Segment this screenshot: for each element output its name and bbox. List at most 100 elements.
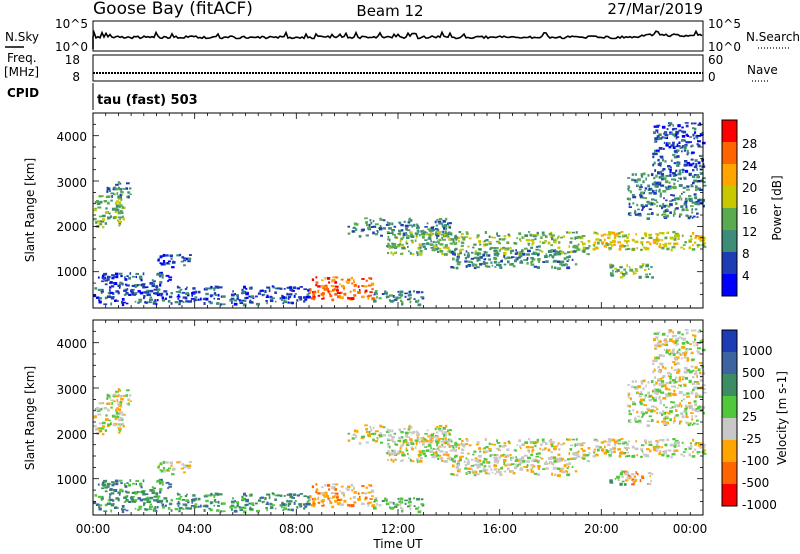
velocity-cell-10 (656, 441, 660, 443)
velocity-cell-8 (582, 453, 586, 457)
power-cell-10 (600, 241, 605, 244)
freq-frame (92, 54, 704, 82)
power-cell-10 (605, 243, 609, 247)
velocity-cell-13 (663, 384, 667, 388)
velocity-cell-4 (286, 499, 289, 503)
power-cell-9 (551, 265, 553, 269)
power-cell-6 (394, 298, 398, 301)
power-cell-11 (642, 264, 644, 267)
velocity-cell-10 (655, 449, 659, 452)
power-cell-9 (476, 253, 479, 256)
power-cell-10 (648, 236, 653, 239)
velocity-cell-8 (422, 452, 426, 456)
velocity-cell-4 (299, 493, 303, 495)
power-cell-12 (676, 197, 679, 201)
power-cell-12 (643, 197, 647, 200)
power-cell-4 (216, 302, 220, 305)
power-cell-6 (409, 300, 412, 304)
power-cell-10 (673, 238, 677, 241)
velocity-ytick-2000: 2000 (56, 428, 87, 442)
velocity-cell-7 (403, 427, 406, 430)
velocity-cell-14 (696, 343, 699, 347)
power-cell-8 (484, 231, 487, 234)
power-cell-9 (481, 262, 485, 265)
velocity-cell-13 (650, 395, 654, 398)
power-cell-13 (683, 146, 687, 150)
power-cell-12 (640, 175, 644, 178)
velocity-cell-3 (135, 482, 137, 486)
velocity-cell-4 (298, 503, 303, 506)
velocity-cell-10 (613, 450, 616, 453)
power-cell-3 (123, 289, 127, 292)
power-cell-4 (219, 286, 223, 289)
velocity-cell-3 (106, 485, 110, 488)
velocity-cell-9 (552, 468, 557, 470)
velocity-cell-14 (661, 332, 666, 336)
velocity-cell-5 (364, 496, 368, 500)
power-cell-10 (623, 245, 627, 248)
velocity-cell-6 (400, 506, 403, 510)
velocity-cell-10 (692, 438, 695, 442)
velocity-cell-10 (608, 438, 612, 441)
power-cell-4 (205, 292, 209, 296)
velocity-cell-7 (358, 442, 362, 445)
velocity-cell-10 (696, 452, 699, 455)
power-cell-8 (386, 245, 389, 248)
velocity-cell-0 (114, 417, 117, 421)
power-cell-7 (364, 217, 368, 220)
velocity-cell-5 (330, 492, 335, 495)
power-cell-10 (593, 244, 595, 247)
velocity-cell-8 (410, 446, 414, 449)
power-cell-8 (519, 252, 523, 256)
velocity-cell-13 (696, 382, 700, 386)
velocity-cell-3 (112, 483, 116, 486)
velocity-cell-5 (311, 485, 315, 489)
power-cell-10 (645, 247, 650, 251)
velocity-cell-7 (399, 429, 402, 432)
power-cell-10 (608, 231, 612, 234)
power-cell-3 (157, 288, 161, 291)
power-cell-13 (670, 159, 673, 162)
power-cell-12 (631, 193, 635, 196)
power-cell-5 (321, 284, 325, 288)
velocity-cell-13 (648, 399, 653, 402)
velocity-cell-6 (401, 509, 404, 513)
power-cell-12 (686, 188, 690, 191)
velocity-cell-8 (537, 452, 541, 455)
velocity-cell-6 (395, 503, 399, 507)
power-cell-0 (117, 212, 122, 215)
power-cell-9 (552, 261, 557, 263)
velocity-cell-12 (627, 474, 631, 477)
power-cell-3 (139, 277, 143, 280)
power-cell-12 (668, 187, 672, 190)
x-axis-label: Time UT (372, 537, 423, 551)
velocity-cell-8 (392, 459, 395, 463)
velocity-cell-4 (229, 506, 233, 509)
power-cell-4 (213, 288, 216, 292)
velocity-cell-8 (441, 459, 444, 462)
velocity-cell-8 (503, 442, 507, 445)
velocity-cell-13 (676, 404, 679, 408)
velocity-cell-13 (688, 380, 692, 384)
power-cell-4 (268, 289, 271, 293)
velocity-cell-7 (391, 438, 394, 441)
velocity-cell-13 (651, 408, 654, 411)
velocity-cell-0 (122, 422, 124, 426)
velocity-ytick-4000: 4000 (56, 337, 87, 351)
velocity-cell-8 (433, 452, 437, 455)
velocity-cell-6 (373, 500, 376, 503)
power-cell-8 (454, 247, 457, 251)
power-cell-8 (492, 236, 496, 239)
power-cell-10 (642, 244, 644, 247)
power-cell-3 (161, 296, 164, 300)
velocity-cell-8 (414, 446, 417, 449)
velocity-cell-3 (107, 482, 111, 486)
velocity-cell-14 (661, 365, 665, 369)
power-cell-5 (336, 292, 341, 294)
power-cell-1 (115, 183, 119, 186)
power-cell-12 (696, 202, 700, 206)
velocity-cell-14 (686, 356, 689, 359)
velocity-cell-13 (678, 422, 681, 425)
power-cell-7 (379, 217, 382, 220)
power-cell-7 (411, 225, 414, 228)
